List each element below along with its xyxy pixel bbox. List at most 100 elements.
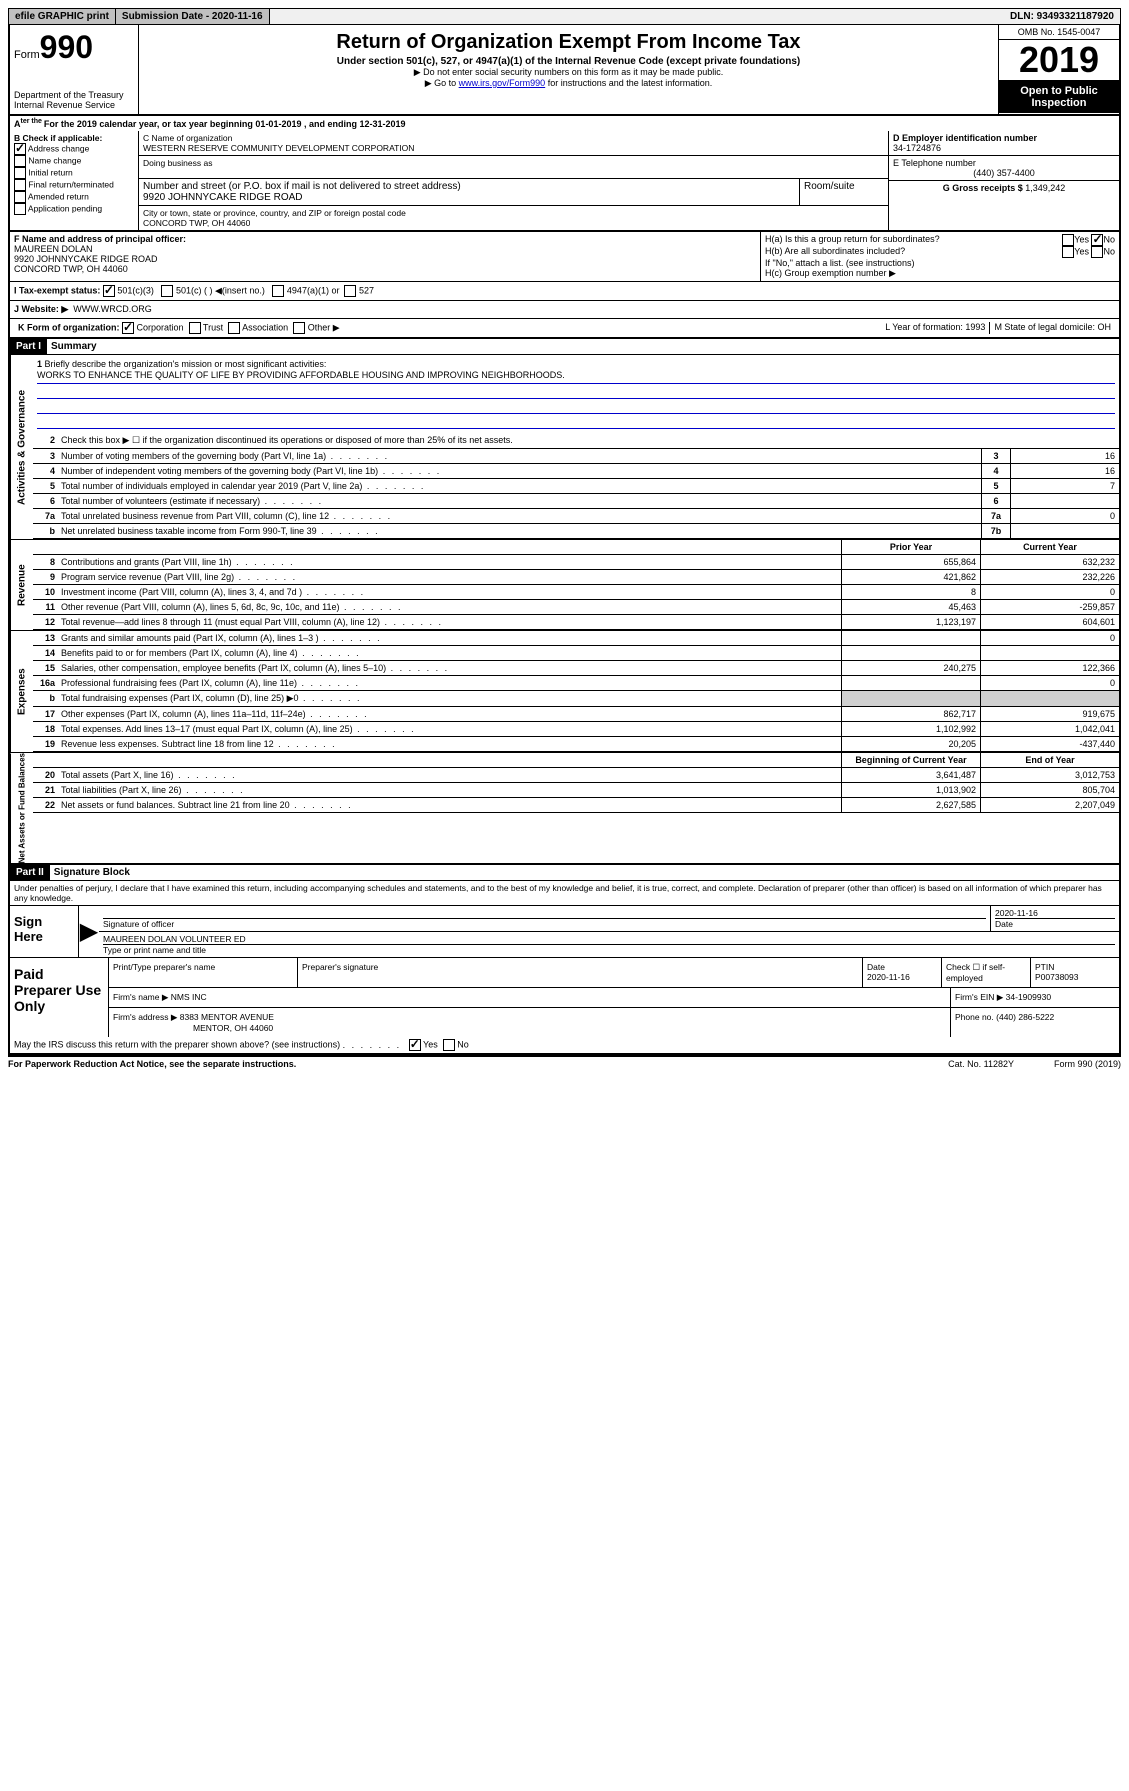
mission-label: Briefly describe the organization's miss…	[45, 359, 327, 369]
paid-preparer: Paid Preparer Use Only Print/Type prepar…	[10, 958, 1119, 1037]
form-number: Form990	[14, 29, 134, 66]
form-header: Form990 Department of the Treasury Inter…	[8, 25, 1121, 116]
hb-yes[interactable]: Yes No	[1062, 246, 1115, 258]
city-label: City or town, state or province, country…	[143, 208, 884, 218]
cb-4947[interactable]	[272, 285, 284, 297]
fin-line: 22 Net assets or fund balances. Subtract…	[33, 798, 1119, 813]
principal-label: F Name and address of principal officer:	[14, 234, 186, 244]
summary-line: 5 Total number of individuals employed i…	[33, 479, 1119, 494]
ptin-value: P00738093	[1035, 972, 1115, 982]
principal-h-row: F Name and address of principal officer:…	[8, 232, 1121, 282]
paperwork-notice: For Paperwork Reduction Act Notice, see …	[8, 1059, 296, 1069]
part2-title: Signature Block	[50, 865, 134, 880]
fin-line: 11 Other revenue (Part VIII, column (A),…	[33, 600, 1119, 615]
ein-value: 34-1724876	[893, 143, 1115, 153]
tax-status-row: I Tax-exempt status: 501(c)(3) 501(c) ( …	[8, 282, 1121, 301]
footer: For Paperwork Reduction Act Notice, see …	[8, 1057, 1121, 1071]
org-address: 9920 JOHNNYCAKE RIDGE ROAD	[143, 192, 795, 203]
irs-link[interactable]: www.irs.gov/Form990	[459, 78, 546, 88]
cb-app-pending[interactable]: Application pending	[14, 203, 134, 215]
addr-label: Number and street (or P.O. box if mail i…	[143, 181, 795, 192]
fin-line: 21 Total liabilities (Part X, line 26) 1…	[33, 783, 1119, 798]
officer-name: MAUREEN DOLAN VOLUNTEER ED	[103, 934, 1115, 944]
website-url: WWW.WRCD.ORG	[73, 304, 151, 314]
discuss-row: May the IRS discuss this return with the…	[10, 1037, 1119, 1055]
gross-value: 1,349,242	[1025, 183, 1065, 193]
col-current: Current Year	[980, 540, 1119, 554]
calendar-year-row: Ater the For the 2019 calendar year, or …	[8, 116, 1121, 131]
firm-addr-label: Firm's address ▶	[113, 1012, 177, 1022]
firm-addr: 8383 MENTOR AVENUE	[180, 1012, 274, 1022]
submission-date-button[interactable]: Submission Date - 2020-11-16	[116, 9, 270, 24]
mission-text: WORKS TO ENHANCE THE QUALITY OF LIFE BY …	[37, 369, 1115, 384]
phone-value: (440) 357-4400	[893, 168, 1115, 178]
col-prior: Prior Year	[841, 540, 980, 554]
line1-num: 1	[37, 359, 42, 369]
org-info: C Name of organization WESTERN RESERVE C…	[139, 131, 888, 230]
top-bar: efile GRAPHIC print Submission Date - 20…	[8, 8, 1121, 25]
discuss-yes[interactable]	[409, 1039, 421, 1051]
cb-name-change[interactable]: Name change	[14, 155, 134, 167]
cb-amended[interactable]: Amended return	[14, 191, 134, 203]
prep-date-label: Date	[867, 962, 937, 972]
fin-line: 9 Program service revenue (Part VIII, li…	[33, 570, 1119, 585]
fin-line: b Total fundraising expenses (Part IX, c…	[33, 691, 1119, 707]
sig-date-value: 2020-11-16	[995, 908, 1115, 918]
ha-yes[interactable]: Yes No	[1062, 234, 1115, 246]
firm-phone-label: Phone no.	[955, 1012, 994, 1022]
ssn-note: ▶ Do not enter social security numbers o…	[143, 67, 994, 78]
cb-501c[interactable]	[161, 285, 173, 297]
firm-name-label: Firm's name ▶	[113, 992, 168, 1002]
part2-bar: Part II Signature Block	[8, 865, 1121, 881]
room-label: Room/suite	[804, 181, 884, 192]
omb-number: OMB No. 1545-0047	[999, 25, 1119, 40]
cb-final-return[interactable]: Final return/terminated	[14, 179, 134, 191]
side-netassets: Net Assets or Fund Balances	[10, 753, 33, 863]
state-domicile: M State of legal domicile: OH	[990, 322, 1115, 334]
summary-line: 6 Total number of volunteers (estimate i…	[33, 494, 1119, 509]
check-applicable: B Check if applicable: Address change Na…	[10, 131, 139, 230]
summary-line: b Net unrelated business taxable income …	[33, 524, 1119, 539]
summary-line: 4 Number of independent voting members o…	[33, 464, 1119, 479]
cb-trust[interactable]	[189, 322, 201, 334]
fin-line: 20 Total assets (Part X, line 16) 3,641,…	[33, 768, 1119, 783]
discuss-no[interactable]	[443, 1039, 455, 1051]
self-employed[interactable]: Check ☐ if self-employed	[942, 958, 1031, 987]
fin-line: 13 Grants and similar amounts paid (Part…	[33, 631, 1119, 646]
col-beginning: Beginning of Current Year	[841, 753, 980, 767]
principal-addr2: CONCORD TWP, OH 44060	[14, 264, 756, 274]
prep-date-value: 2020-11-16	[867, 972, 937, 982]
cb-other[interactable]	[293, 322, 305, 334]
form-title: Return of Organization Exempt From Incom…	[143, 31, 994, 54]
sig-date-label: Date	[995, 918, 1115, 929]
dln-label: DLN: 93493321187920	[1004, 9, 1120, 24]
goto-note: ▶ Go to www.irs.gov/Form990 for instruct…	[143, 78, 994, 89]
firm-ein: 34-1909930	[1006, 992, 1051, 1002]
cb-address-change[interactable]: Address change	[14, 143, 134, 155]
part1-bar: Part I Summary	[8, 339, 1121, 355]
cb-501c3[interactable]	[103, 285, 115, 297]
cb-527[interactable]	[344, 285, 356, 297]
cb-initial-return[interactable]: Initial return	[14, 167, 134, 179]
ha-no[interactable]	[1091, 234, 1103, 246]
org-name-label: C Name of organization	[143, 133, 884, 143]
org-city: CONCORD TWP, OH 44060	[143, 218, 884, 228]
principal-addr1: 9920 JOHNNYCAKE RIDGE ROAD	[14, 254, 756, 264]
part1-header: Part I	[10, 339, 47, 354]
side-revenue: Revenue	[10, 540, 33, 630]
fin-line: 18 Total expenses. Add lines 13–17 (must…	[33, 722, 1119, 737]
paid-title: Paid Preparer Use Only	[10, 958, 109, 1037]
form-ref: Form 990 (2019)	[1054, 1059, 1121, 1069]
signature-section: Under penalties of perjury, I declare th…	[8, 881, 1121, 1057]
hb-no[interactable]	[1091, 246, 1103, 258]
dba-label: Doing business as	[143, 158, 884, 168]
prep-sig-label: Preparer's signature	[298, 958, 863, 987]
fin-line: 8 Contributions and grants (Part VIII, l…	[33, 555, 1119, 570]
cb-assoc[interactable]	[228, 322, 240, 334]
efile-print-button[interactable]: efile GRAPHIC print	[9, 9, 116, 24]
cb-corp[interactable]	[122, 322, 134, 334]
website-row: J Website: ▶ WWW.WRCD.ORG	[8, 301, 1121, 319]
ptin-label: PTIN	[1035, 962, 1115, 972]
form-subtitle: Under section 501(c), 527, or 4947(a)(1)…	[143, 56, 994, 67]
hb-label: H(b) Are all subordinates included?	[765, 246, 1062, 258]
